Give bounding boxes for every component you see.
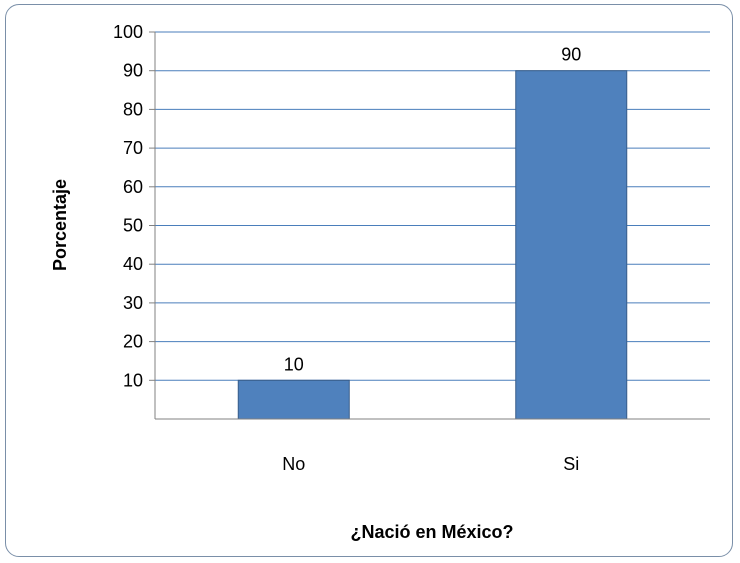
- bars: [237, 70, 628, 420]
- x-axis-title: ¿Nació en México?: [350, 522, 513, 542]
- y-tick-label: 50: [123, 216, 143, 236]
- x-tick-label-no: No: [282, 454, 305, 474]
- data-label-no: 10: [284, 354, 304, 374]
- y-tick-label: 60: [123, 177, 143, 197]
- y-tick-label: 80: [123, 99, 143, 119]
- y-axis-title: Porcentaje: [50, 179, 70, 271]
- y-tick-label: 30: [123, 293, 143, 313]
- data-labels: 10 90: [284, 45, 582, 375]
- y-tick-label: 10: [123, 370, 143, 390]
- data-label-si: 90: [561, 45, 581, 65]
- y-tick-label: 90: [123, 61, 143, 81]
- x-tick-labels: No Si: [282, 454, 579, 474]
- bar-si: [515, 70, 628, 420]
- y-tick-label: 70: [123, 138, 143, 158]
- bar-no: [237, 379, 350, 420]
- y-tick-label: 20: [123, 332, 143, 352]
- y-tick-labels: 10 20 30 40 50 60 70 80 90 100: [113, 22, 143, 390]
- x-tick-label-si: Si: [563, 454, 579, 474]
- y-tick-label: 40: [123, 254, 143, 274]
- y-tick-label: 100: [113, 22, 143, 42]
